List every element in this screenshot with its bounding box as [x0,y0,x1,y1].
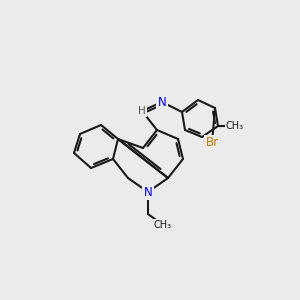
Text: CH₃: CH₃ [154,220,172,230]
Text: N: N [158,95,166,109]
Text: N: N [144,185,152,199]
Text: CH₃: CH₃ [226,121,244,131]
Text: H: H [138,106,146,116]
Text: Br: Br [206,136,219,149]
